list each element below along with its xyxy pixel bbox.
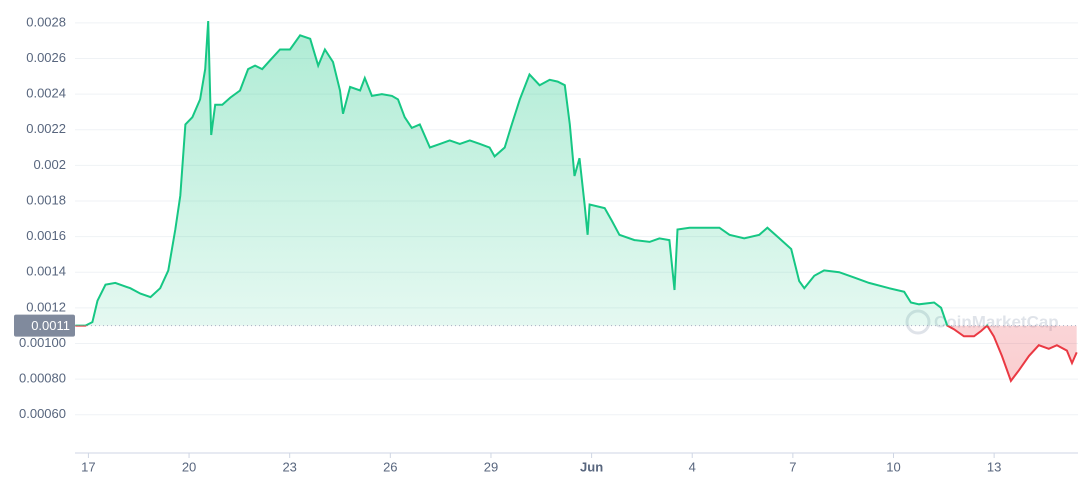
x-tick-label: 13 <box>987 459 1001 474</box>
x-tick-label: 10 <box>886 459 900 474</box>
y-tick-label: 0.0012 <box>26 299 66 314</box>
area-down <box>75 325 1077 381</box>
y-tick-label: 0.0022 <box>26 121 66 136</box>
y-tick-label: 0.0016 <box>26 228 66 243</box>
x-tick-label: 26 <box>383 459 397 474</box>
x-tick-label: 4 <box>689 459 696 474</box>
x-tick-label: 29 <box>484 459 498 474</box>
y-tick-label: 0.00080 <box>19 371 66 386</box>
area-up <box>75 21 988 326</box>
y-tick-label: 0.0014 <box>26 264 66 279</box>
y-tick-label: 0.0024 <box>26 86 66 101</box>
baseline-label-box <box>14 314 75 337</box>
baseline-label: 0.0011 <box>31 318 70 333</box>
y-tick-label: 0.0026 <box>26 50 66 65</box>
x-tick-label: 23 <box>282 459 296 474</box>
x-tick-label: 17 <box>81 459 95 474</box>
price-line-up <box>75 20 989 326</box>
x-tick-label: 7 <box>789 459 796 474</box>
y-tick-label: 0.00060 <box>19 406 66 421</box>
y-tick-label: 0.00100 <box>19 335 66 350</box>
y-tick-label: 0.002 <box>33 157 66 172</box>
x-tick-label: 20 <box>182 459 196 474</box>
x-tick-label: Jun <box>580 459 603 474</box>
y-tick-label: 0.0018 <box>26 192 66 207</box>
y-tick-label: 0.0028 <box>26 14 66 29</box>
